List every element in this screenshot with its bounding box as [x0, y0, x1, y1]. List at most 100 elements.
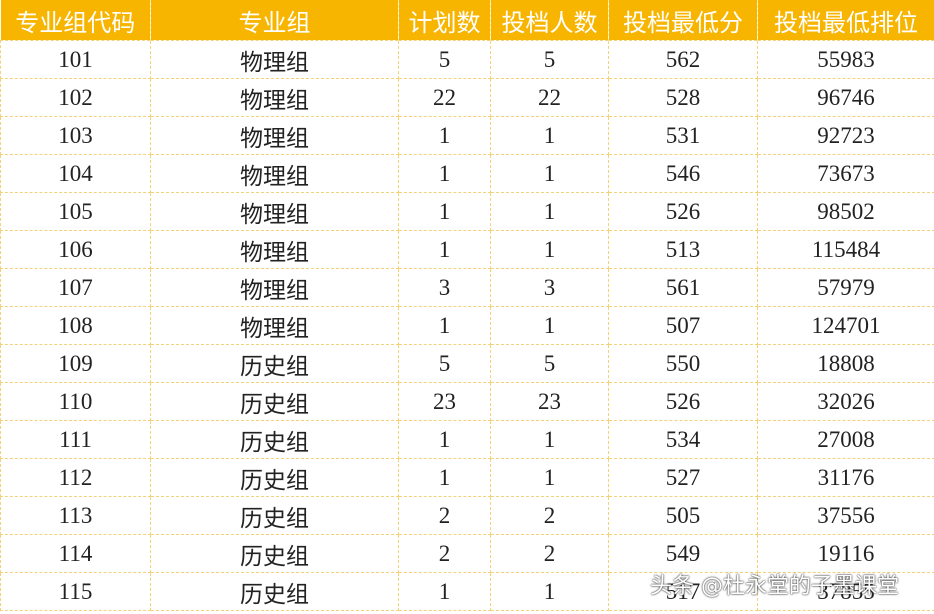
table-cell: 107	[0, 268, 151, 307]
table-cell: 物理组	[150, 78, 399, 117]
table-cell: 3	[490, 268, 609, 307]
table-cell: 526	[608, 382, 758, 421]
table-cell: 5	[398, 344, 491, 383]
table-row: 113 历史组 2 2 505 37556	[0, 496, 934, 535]
header-cell: 专业组代码	[0, 0, 151, 41]
table-cell: 73673	[757, 154, 934, 193]
table-cell: 历史组	[150, 534, 399, 573]
table-cell: 37855	[757, 572, 934, 611]
table-cell: 历史组	[150, 458, 399, 497]
header-cell: 计划数	[398, 0, 491, 41]
table-cell: 1	[398, 230, 491, 269]
table-cell: 98502	[757, 192, 934, 231]
table-row: 109 历史组 5 5 550 18808	[0, 344, 934, 383]
table-cell: 物理组	[150, 154, 399, 193]
table-cell: 112	[0, 458, 151, 497]
table-row: 108 物理组 1 1 507 124701	[0, 306, 934, 345]
table-cell: 2	[490, 534, 609, 573]
table-cell: 37556	[757, 496, 934, 535]
table-cell: 57979	[757, 268, 934, 307]
table-cell: 物理组	[150, 268, 399, 307]
table-cell: 111	[0, 420, 151, 459]
header-cell: 专业组	[150, 0, 399, 41]
table-cell: 106	[0, 230, 151, 269]
table-cell: 104	[0, 154, 151, 193]
table-cell: 108	[0, 306, 151, 345]
table-row: 102 物理组 22 22 528 96746	[0, 78, 934, 117]
table-cell: 124701	[757, 306, 934, 345]
table-cell: 114	[0, 534, 151, 573]
table-cell: 1	[490, 306, 609, 345]
table-body: 101 物理组 5 5 562 55983 102 物理组 22 22 528 96746 103 物理组…	[0, 40, 934, 611]
table-row: 106 物理组 1 1 513 115484	[0, 230, 934, 269]
table-cell: 561	[608, 268, 758, 307]
table-cell: 55983	[757, 40, 934, 79]
table-cell: 115484	[757, 230, 934, 269]
table-cell: 2	[398, 534, 491, 573]
table-cell: 115	[0, 572, 151, 611]
table-cell: 3	[398, 268, 491, 307]
table-cell: 历史组	[150, 572, 399, 611]
table-cell: 32026	[757, 382, 934, 421]
table-cell: 18808	[757, 344, 934, 383]
table-cell: 5	[490, 344, 609, 383]
table-cell: 22	[398, 78, 491, 117]
table-cell: 1	[398, 458, 491, 497]
table-cell: 历史组	[150, 344, 399, 383]
table-cell: 109	[0, 344, 151, 383]
table-cell: 103	[0, 116, 151, 155]
table-row: 110 历史组 23 23 526 32026	[0, 382, 934, 421]
table-cell: 1	[490, 572, 609, 611]
table-cell: 历史组	[150, 496, 399, 535]
table-cell: 102	[0, 78, 151, 117]
table-cell: 507	[608, 306, 758, 345]
table-cell: 物理组	[150, 230, 399, 269]
table-cell: 1	[490, 116, 609, 155]
header-row: 专业组代码 专业组 计划数 投档人数 投档最低分 投档最低排位	[0, 0, 934, 41]
table-cell: 历史组	[150, 420, 399, 459]
table-cell: 2	[490, 496, 609, 535]
header-cell: 投档人数	[490, 0, 609, 41]
table-cell: 549	[608, 534, 758, 573]
table-cell: 105	[0, 192, 151, 231]
table-cell: 534	[608, 420, 758, 459]
table-cell: 96746	[757, 78, 934, 117]
table-cell: 1	[490, 230, 609, 269]
table-cell: 2	[398, 496, 491, 535]
table-cell: 550	[608, 344, 758, 383]
table-cell: 528	[608, 78, 758, 117]
table-cell: 1	[490, 154, 609, 193]
table-cell: 5	[490, 40, 609, 79]
table-cell: 1	[398, 420, 491, 459]
table-cell: 1	[398, 572, 491, 611]
table-row: 111 历史组 1 1 534 27008	[0, 420, 934, 459]
table-cell: 101	[0, 40, 151, 79]
table-row: 107 物理组 3 3 561 57979	[0, 268, 934, 307]
table-row: 112 历史组 1 1 527 31176	[0, 458, 934, 497]
table-cell: 27008	[757, 420, 934, 459]
header-cell: 投档最低排位	[757, 0, 934, 41]
table-cell: 531	[608, 116, 758, 155]
table-cell: 19116	[757, 534, 934, 573]
table-cell: 1	[398, 154, 491, 193]
table-cell: 1	[398, 116, 491, 155]
table-cell: 1	[490, 420, 609, 459]
table-cell: 物理组	[150, 306, 399, 345]
table-cell: 526	[608, 192, 758, 231]
table-row: 101 物理组 5 5 562 55983	[0, 40, 934, 79]
table-cell: 历史组	[150, 382, 399, 421]
table-cell: 513	[608, 230, 758, 269]
table-cell: 23	[398, 382, 491, 421]
table-cell: 31176	[757, 458, 934, 497]
table-cell: 527	[608, 458, 758, 497]
table-cell: 110	[0, 382, 151, 421]
table-cell: 1	[398, 192, 491, 231]
table-cell: 物理组	[150, 116, 399, 155]
table-cell: 物理组	[150, 40, 399, 79]
table-cell: 562	[608, 40, 758, 79]
table-cell: 1	[490, 192, 609, 231]
table-cell: 23	[490, 382, 609, 421]
table-cell: 505	[608, 496, 758, 535]
